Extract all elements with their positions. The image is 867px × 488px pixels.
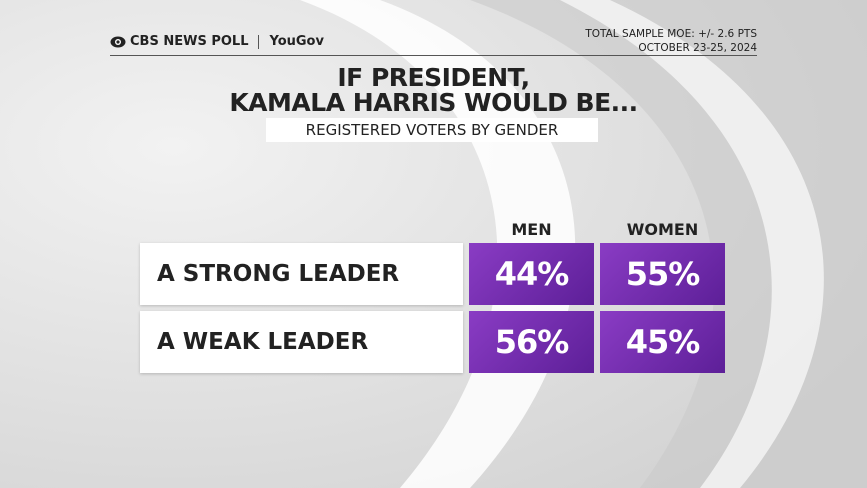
meta: TOTAL SAMPLE MOE: +/- 2.6 PTS OCTOBER 23… [585,27,757,55]
cell: 45% [600,311,725,373]
header-rule [110,55,757,56]
logo-eye [110,36,126,47]
moe: TOTAL SAMPLE MOE: +/- 2.6 PTS [585,28,757,40]
column-header: WOMEN [626,220,699,239]
cell: 44% [469,243,594,305]
brand-name: CBS NEWS POLL [130,34,249,49]
row-label: A STRONG LEADER [157,261,400,287]
row-label-box: A WEAK LEADER [140,311,463,373]
dates: OCTOBER 23-25, 2024 [638,42,757,54]
cell: 56% [469,311,594,373]
row-label-box: A STRONG LEADER [140,243,463,305]
cell: 55% [600,243,725,305]
title-line: IF PRESIDENT, [337,63,530,92]
title-line: KAMALA HARRIS WOULD BE... [229,88,638,117]
subtitle: REGISTERED VOTERS BY GENDER [266,118,598,142]
row-label: A WEAK LEADER [157,329,369,355]
partner-name: YouGov [269,34,324,49]
column-header: MEN [511,220,552,239]
brand: CBS NEWS POLL YouGov [110,34,324,49]
separator [258,34,260,49]
